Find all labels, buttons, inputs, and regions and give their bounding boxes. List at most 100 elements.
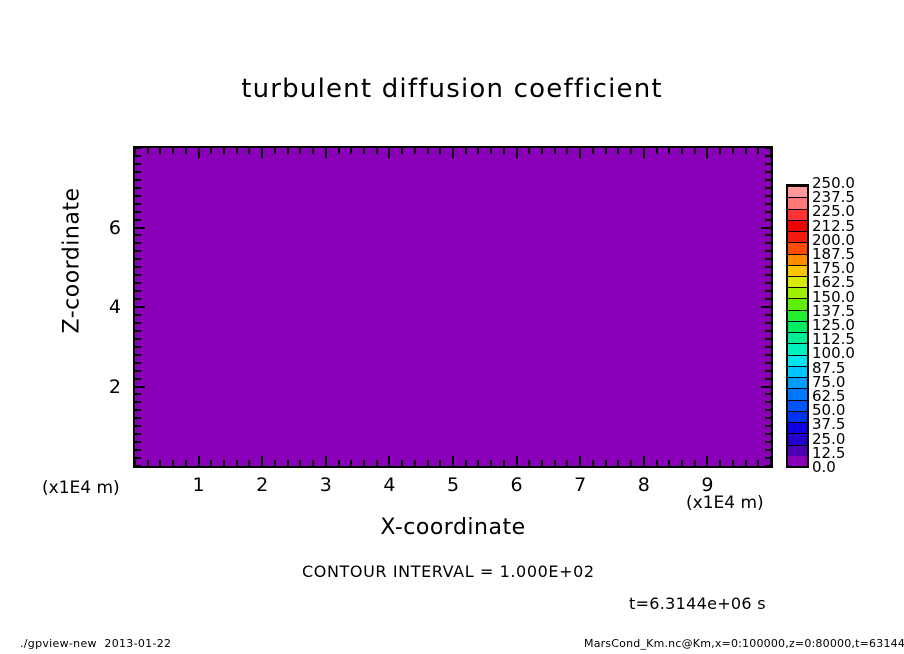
axis-tick-top (604, 148, 607, 154)
axis-tick-top (502, 148, 505, 154)
axis-tick-left (135, 393, 141, 396)
axis-tick-right (765, 242, 771, 245)
axis-tick-right (765, 147, 771, 149)
axis-tick-bottom (541, 460, 544, 466)
axis-tick-right (765, 377, 771, 380)
axis-tick-right (765, 154, 771, 157)
x-tick-label: 2 (256, 474, 269, 496)
y-tick-label: 4 (108, 296, 121, 318)
axis-tick-bottom (655, 460, 658, 466)
x-tick-label: 6 (510, 474, 523, 496)
axis-tick-bottom (566, 460, 569, 466)
colorbar-band (788, 287, 807, 299)
axis-tick-left (135, 337, 141, 340)
colorbar-tick-label: 37.5 (812, 415, 846, 434)
axis-tick-top (172, 148, 175, 154)
axis-tick-bottom (490, 460, 493, 466)
colorbar-band (788, 320, 807, 333)
colorbar-tick-label: 0.0 (812, 458, 836, 476)
axis-tick-bottom (172, 460, 175, 466)
axis-tick-bottom (337, 460, 340, 466)
colorbar-band (788, 309, 807, 321)
axis-tick-top (375, 148, 378, 154)
axis-tick-bottom (744, 460, 747, 466)
x-tick-label: 5 (446, 474, 460, 496)
axis-tick-right (765, 274, 771, 277)
axis-tick-left (135, 457, 141, 460)
colorbar-tick-label-group: 0.0 12.5 25.0 37.5 50.0 62.5 75.0 87.5 100.0 112.… (812, 176, 892, 475)
axis-tick-bottom (184, 460, 187, 466)
axis-tick-bottom (668, 460, 671, 466)
colorbar-band (788, 242, 807, 254)
colorbar-tick-label: 25.0 (812, 429, 846, 448)
axis-tick-right (765, 313, 771, 316)
axis-tick-top (566, 148, 569, 154)
axis-tick-right (765, 290, 771, 293)
axis-tick-right (765, 202, 771, 205)
axis-tick-bottom (273, 460, 276, 466)
axis-tick-right (765, 162, 771, 165)
axis-tick-right (765, 345, 771, 348)
contour-interval-annotation: CONTOUR INTERVAL = 1.000E+02 (302, 562, 595, 581)
colorbar-band (788, 231, 807, 243)
axis-tick-bottom (299, 460, 302, 466)
plot-area[interactable] (133, 146, 773, 468)
axis-tick-bottom (223, 460, 226, 466)
axis-tick-top (770, 148, 772, 158)
axis-tick-top (261, 148, 264, 158)
axis-tick-bottom (693, 460, 696, 466)
axis-tick-top (528, 148, 531, 154)
axis-tick-left (135, 465, 141, 467)
axis-tick-right (765, 178, 771, 181)
axis-tick-left (135, 210, 141, 213)
colorbar-tick-label: 250.0 (812, 174, 855, 192)
axis-tick-top (388, 148, 391, 158)
axis-tick-right (765, 266, 771, 269)
turbulence-field-heatmap (135, 148, 771, 466)
axis-tick-right (765, 194, 771, 197)
colorbar-tick-label: 87.5 (812, 358, 846, 377)
axis-tick-top (452, 148, 454, 158)
colorbar-tick-label: 50.0 (812, 401, 846, 420)
axis-tick-left (135, 361, 141, 364)
colorbar-band (788, 399, 807, 411)
axis-tick-top (464, 148, 467, 154)
axis-tick-bottom (146, 460, 149, 466)
axis-tick-top (210, 148, 213, 154)
axis-tick-top (642, 148, 645, 158)
axis-tick-bottom (388, 456, 391, 466)
axis-tick-top (413, 148, 416, 154)
colorbar-tick-label: 150.0 (812, 287, 855, 306)
axis-tick-bottom (286, 460, 289, 466)
x-tick-label: 4 (383, 474, 396, 496)
axis-tick-right (765, 218, 771, 221)
axis-tick-top (337, 148, 340, 154)
axis-tick-left (135, 178, 141, 181)
colorbar[interactable] (786, 184, 809, 468)
colorbar-band (788, 433, 807, 445)
axis-tick-top (159, 148, 162, 154)
axis-tick-bottom (362, 460, 365, 466)
axis-tick-bottom (375, 460, 378, 466)
axis-tick-bottom (731, 460, 734, 466)
y-axis-title: Z-coordinate (59, 187, 85, 334)
axis-tick-bottom (426, 460, 429, 466)
axis-tick-bottom (439, 460, 442, 466)
axis-tick-top (744, 148, 747, 154)
x-tick-label: 8 (637, 474, 650, 496)
axis-tick-left (135, 258, 141, 261)
colorbar-band (788, 343, 807, 355)
axis-tick-right (761, 306, 771, 308)
axis-tick-right (765, 457, 771, 460)
colorbar-tick-label: 137.5 (812, 301, 855, 320)
axis-tick-right (765, 337, 771, 340)
colorbar-band (788, 298, 807, 310)
axis-tick-top (184, 148, 187, 154)
axis-tick-top (401, 148, 404, 154)
axis-tick-top (477, 148, 480, 154)
axis-tick-right (765, 250, 771, 253)
axis-tick-right (765, 258, 771, 261)
axis-tick-right (765, 425, 771, 428)
axis-tick-bottom (159, 460, 162, 466)
